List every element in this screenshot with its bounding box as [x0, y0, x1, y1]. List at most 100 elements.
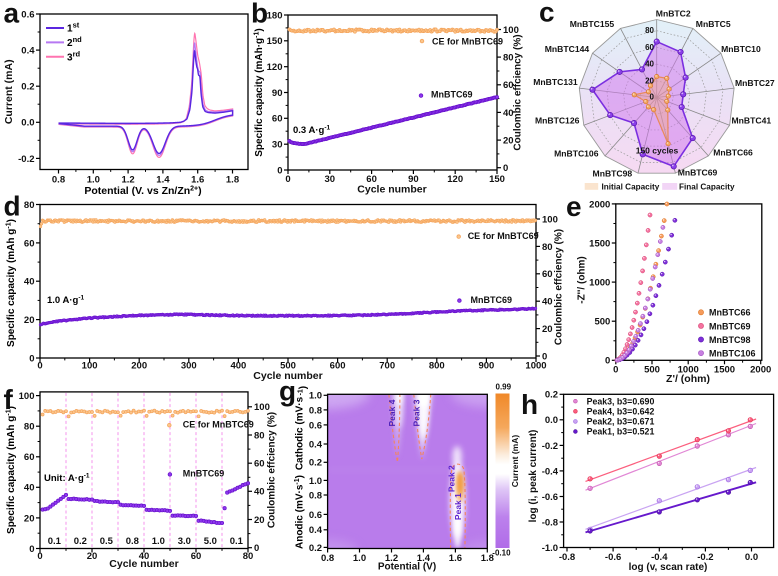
svg-text:Current (mA): Current (mA)	[510, 435, 520, 488]
svg-text:0: 0	[277, 165, 282, 176]
svg-text:80: 80	[243, 551, 254, 562]
svg-text:1.0 A·g-1: 1.0 A·g-1	[47, 295, 84, 307]
svg-text:Peak2, b3=0.671: Peak2, b3=0.671	[587, 417, 655, 427]
svg-text:5.0: 5.0	[204, 536, 217, 547]
svg-text:80: 80	[503, 53, 514, 64]
svg-text:Current (mA): Current (mA)	[3, 59, 15, 124]
svg-text:1.8: 1.8	[226, 175, 239, 186]
svg-text:MnBTC69: MnBTC69	[709, 321, 751, 331]
svg-text:MnBTC66: MnBTC66	[713, 148, 753, 158]
svg-text:100: 100	[503, 25, 519, 36]
svg-text:60: 60	[254, 459, 265, 470]
svg-text:60: 60	[645, 43, 654, 52]
svg-text:60: 60	[366, 174, 377, 185]
svg-text:h: h	[521, 389, 538, 420]
svg-text:Coulombic effciency (%): Coulombic effciency (%)	[513, 34, 524, 150]
svg-text:-0.8: -0.8	[559, 552, 575, 563]
svg-text:400: 400	[230, 361, 246, 372]
svg-text:0.8: 0.8	[321, 553, 334, 564]
svg-text:40: 40	[503, 108, 514, 119]
svg-text:1.2: 1.2	[385, 553, 398, 564]
svg-text:MnBTC69: MnBTC69	[471, 295, 513, 305]
svg-text:90: 90	[408, 174, 419, 185]
svg-text:a: a	[4, 0, 20, 29]
svg-text:1.6: 1.6	[191, 175, 204, 186]
svg-text:100: 100	[82, 361, 98, 372]
svg-text:0.8: 0.8	[309, 405, 322, 416]
svg-text:-0.8: -0.8	[542, 517, 558, 528]
svg-text:180: 180	[267, 10, 283, 21]
svg-text:Potential (V): Potential (V)	[378, 562, 436, 573]
svg-text:-1.0: -1.0	[542, 543, 558, 554]
svg-text:60: 60	[191, 551, 202, 562]
svg-text:0: 0	[37, 361, 42, 372]
svg-text:0.8: 0.8	[309, 490, 322, 501]
svg-text:MnBTC27: MnBTC27	[735, 78, 775, 88]
svg-text:0.3 A·g-1: 0.3 A·g-1	[293, 125, 330, 137]
svg-text:2000: 2000	[750, 365, 771, 376]
svg-text:Cycle number: Cycle number	[357, 184, 426, 196]
svg-text:0.2: 0.2	[545, 390, 558, 401]
svg-text:1.2: 1.2	[121, 175, 134, 186]
svg-text:40: 40	[645, 60, 654, 69]
svg-text:1.8: 1.8	[481, 553, 494, 564]
svg-text:1.0: 1.0	[152, 536, 165, 547]
svg-text:40: 40	[24, 483, 35, 494]
svg-text:40: 40	[254, 487, 265, 498]
svg-text:MnBTC98: MnBTC98	[709, 335, 751, 345]
svg-text:0.6: 0.6	[21, 9, 34, 20]
svg-text:MnBTC69: MnBTC69	[431, 90, 473, 100]
svg-text:20: 20	[645, 76, 654, 85]
svg-text:0: 0	[254, 543, 259, 554]
svg-text:log (i, peak current): log (i, peak current)	[528, 430, 539, 523]
svg-text:80: 80	[645, 26, 654, 35]
svg-text:CE for MnBTC69: CE for MnBTC69	[468, 231, 539, 241]
svg-text:3.0: 3.0	[178, 536, 191, 547]
svg-text:30: 30	[325, 174, 336, 185]
svg-text:0.4: 0.4	[21, 46, 35, 57]
svg-text:0.2: 0.2	[309, 543, 322, 554]
svg-text:e: e	[566, 191, 582, 222]
svg-text:1.6: 1.6	[449, 553, 462, 564]
svg-text:30: 30	[272, 140, 283, 151]
svg-text:0: 0	[613, 365, 618, 376]
svg-text:600: 600	[330, 361, 346, 372]
svg-text:Cycle number: Cycle number	[253, 370, 322, 382]
svg-text:Peak3, b3=0.690: Peak3, b3=0.690	[587, 396, 655, 406]
svg-text:60: 60	[503, 80, 514, 91]
svg-text:0: 0	[29, 353, 34, 364]
svg-text:0: 0	[503, 163, 508, 174]
svg-text:-0.2: -0.2	[18, 154, 34, 165]
svg-text:MnBTC66: MnBTC66	[709, 308, 751, 318]
svg-text:log (v, scan rate): log (v, scan rate)	[629, 562, 708, 573]
svg-text:0: 0	[29, 544, 34, 555]
svg-text:-0.10: -0.10	[492, 548, 511, 557]
svg-text:20: 20	[87, 551, 98, 562]
svg-text:60: 60	[272, 114, 283, 125]
svg-text:Anodic (mV·s-1): Anodic (mV·s-1)	[294, 475, 306, 549]
svg-text:500: 500	[280, 361, 296, 372]
svg-text:40: 40	[542, 297, 553, 308]
svg-text:1.0: 1.0	[353, 553, 366, 564]
svg-text:0.4: 0.4	[309, 525, 323, 536]
svg-text:90: 90	[272, 88, 283, 99]
svg-text:Peak 1: Peak 1	[453, 493, 463, 520]
svg-text:500: 500	[644, 365, 660, 376]
svg-text:Initial Capacity: Initial Capacity	[602, 183, 660, 192]
svg-text:0.8: 0.8	[52, 175, 65, 186]
svg-text:Z'/ (ohm): Z'/ (ohm)	[666, 373, 710, 385]
svg-text:MnBTC126: MnBTC126	[535, 115, 580, 125]
svg-text:0: 0	[37, 551, 42, 562]
svg-text:80: 80	[24, 200, 35, 211]
svg-text:-0.4: -0.4	[542, 466, 559, 477]
svg-text:Peak 2: Peak 2	[447, 465, 457, 492]
svg-text:20: 20	[24, 315, 35, 326]
svg-text:MnBTC155: MnBTC155	[570, 19, 615, 29]
svg-text:0.2: 0.2	[309, 458, 322, 469]
svg-text:0: 0	[605, 356, 610, 367]
svg-text:500: 500	[594, 317, 610, 328]
svg-text:700: 700	[379, 361, 395, 372]
svg-text:Peak 4: Peak 4	[387, 399, 397, 426]
svg-text:g: g	[279, 376, 296, 407]
svg-text:0.5: 0.5	[100, 536, 114, 547]
